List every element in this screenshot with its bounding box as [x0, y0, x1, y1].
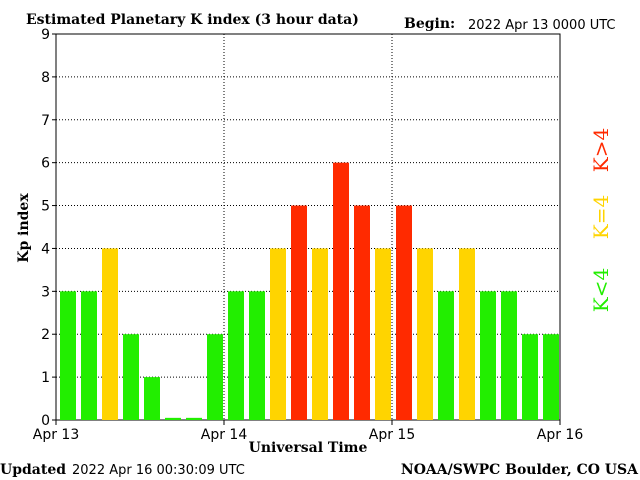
- y-tick-label: 7: [41, 113, 50, 129]
- bars-group: [60, 162, 559, 420]
- kp-bar: [375, 248, 391, 420]
- kp-bar: [501, 291, 517, 420]
- kp-bar: [417, 248, 433, 420]
- x-tick-label: Apr 14: [201, 427, 248, 443]
- kp-bar: [249, 291, 265, 420]
- kp-bar: [459, 248, 475, 420]
- kp-bar: [186, 417, 202, 420]
- kp-bar: [543, 334, 559, 420]
- updated-value: 2022 Apr 16 00:30:09 UTC: [72, 463, 245, 478]
- y-tick-label: 8: [41, 70, 50, 86]
- kp-bar: [291, 205, 307, 420]
- updated-label: Updated: [0, 462, 66, 478]
- x-tick-label: Apr 13: [33, 427, 79, 443]
- kp-bar: [60, 291, 76, 420]
- y-tick-label: 2: [41, 327, 50, 343]
- y-axis-label: Kp index: [16, 193, 32, 263]
- y-tick-label: 6: [41, 156, 50, 172]
- begin-label: Begin:: [404, 16, 455, 32]
- kp-bar: [396, 205, 412, 420]
- x-axis-label: Universal Time: [249, 440, 368, 456]
- kp-bar: [228, 291, 244, 420]
- y-tick-label: 0: [41, 413, 50, 429]
- plot-frame: [55, 33, 561, 421]
- kp-bar: [123, 334, 139, 420]
- x-tick-labels: Apr 13 Apr 14 Apr 15 Apr 16: [33, 420, 584, 443]
- y-tick-label: 4: [41, 241, 50, 257]
- kp-bar: [144, 377, 160, 420]
- legend-yellow: K=4: [589, 195, 613, 239]
- kp-bar: [438, 291, 454, 420]
- kp-bar: [270, 248, 286, 420]
- begin-value: 2022 Apr 13 0000 UTC: [468, 18, 616, 33]
- kp-bar: [81, 291, 97, 420]
- x-tick-label: Apr 16: [537, 427, 584, 443]
- kp-bar: [207, 334, 223, 420]
- kp-bar: [522, 334, 538, 420]
- credit-text: NOAA/SWPC Boulder, CO USA: [401, 462, 639, 478]
- y-tick-label: 1: [41, 370, 50, 386]
- kp-bar: [333, 162, 349, 420]
- legend-green: K<4: [589, 268, 613, 312]
- kp-bar: [165, 417, 181, 420]
- y-tick-label: 9: [41, 27, 50, 43]
- kp-bar: [312, 248, 328, 420]
- kp-bar: [354, 205, 370, 420]
- kp-bar: [480, 291, 496, 420]
- y-tick-labels: 0 1 2 3 4 5 6 7 8 9: [41, 27, 56, 429]
- x-tick-label: Apr 15: [369, 427, 415, 443]
- gridlines: [56, 34, 560, 420]
- y-tick-label: 3: [41, 284, 50, 300]
- legend-red: K>4: [589, 128, 613, 172]
- kp-bar: [102, 248, 118, 420]
- chart-title: Estimated Planetary K index (3 hour data…: [26, 12, 359, 28]
- y-tick-label: 5: [41, 199, 50, 215]
